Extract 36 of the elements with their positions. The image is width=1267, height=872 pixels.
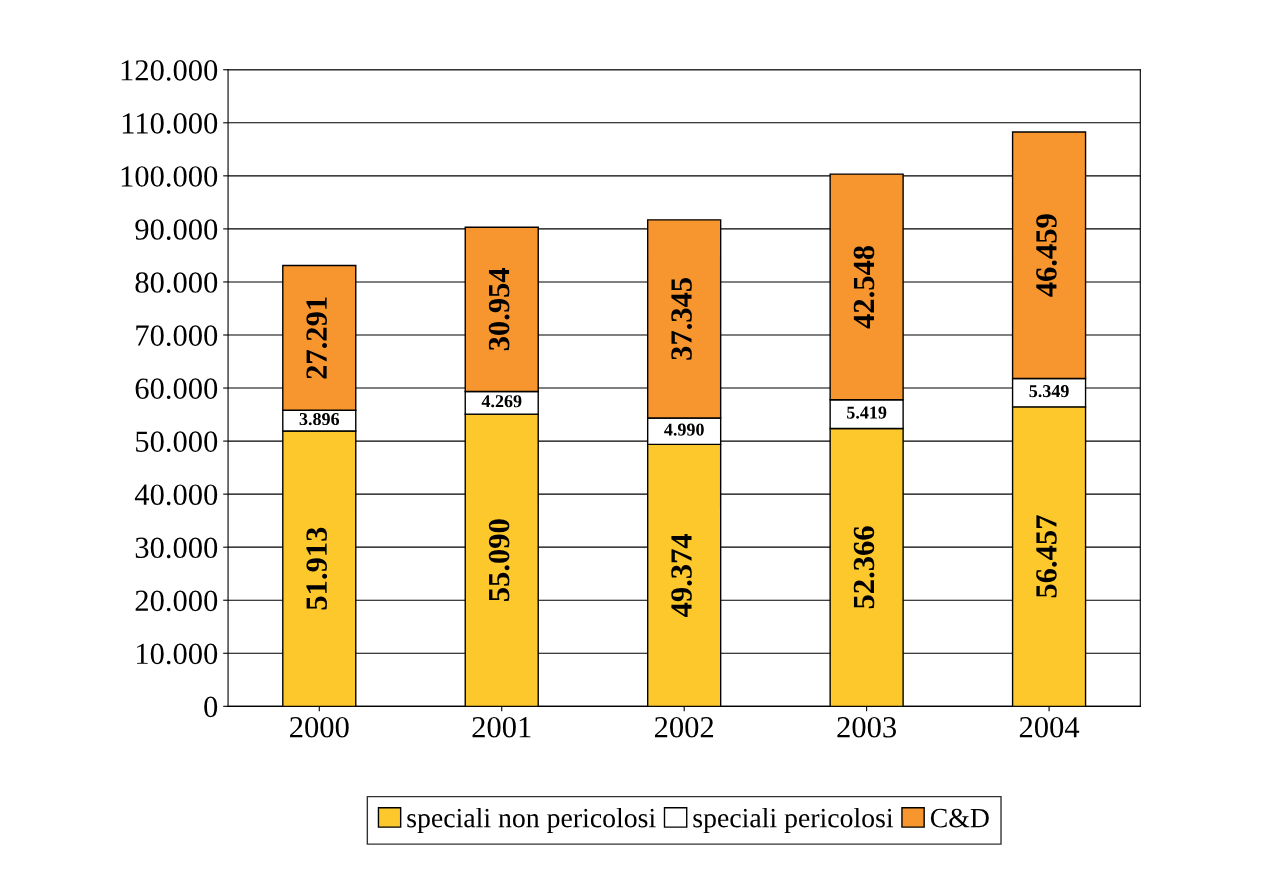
data-label: 4.269 — [481, 395, 522, 408]
x-tick-label: 2003 — [837, 716, 896, 738]
data-label: 51.913 — [306, 527, 328, 610]
y-tick-label: 90.000 — [135, 219, 218, 240]
data-label: 52.366 — [853, 526, 875, 609]
x-tick-label: 2001 — [472, 716, 531, 738]
data-label: 4.990 — [664, 423, 704, 436]
y-tick-label: 10.000 — [137, 643, 218, 665]
data-label: 27.291 — [306, 297, 328, 379]
data-label: 49.374 — [671, 533, 692, 617]
x-tick-label: 2000 — [290, 716, 349, 738]
y-tick-label: 60.000 — [135, 378, 218, 400]
data-label: 46.459 — [1036, 214, 1057, 297]
y-tick-label: 110.000 — [122, 113, 218, 134]
data-label: 5.419 — [847, 406, 887, 419]
data-label: 55.090 — [488, 519, 510, 601]
data-label: 56.457 — [1036, 515, 1057, 598]
y-tick-label: 40.000 — [134, 484, 218, 506]
y-tick-label: 100.000 — [121, 166, 218, 187]
y-tick-label: 50.000 — [136, 431, 218, 453]
data-label: 37.345 — [671, 277, 692, 360]
y-tick-label: 120.000 — [121, 60, 218, 81]
y-tick-label: 0 — [204, 696, 218, 718]
legend-label: speciali pericolosi — [693, 807, 894, 834]
y-tick-label: 80.000 — [135, 272, 218, 293]
data-label: 3.896 — [299, 412, 340, 426]
x-tick-label: 2002 — [654, 716, 714, 738]
x-tick-label: 2004 — [1019, 716, 1080, 738]
data-label: 5.349 — [1029, 385, 1069, 398]
y-tick-label: 20.000 — [135, 590, 218, 612]
y-tick-label: 70.000 — [136, 325, 218, 347]
legend-label: C&D — [930, 808, 989, 828]
data-label: 30.954 — [488, 267, 510, 351]
y-tick-label: 30.000 — [135, 537, 218, 559]
data-label: 42.548 — [853, 245, 875, 329]
legend-label: speciali non pericolosi — [407, 807, 656, 834]
